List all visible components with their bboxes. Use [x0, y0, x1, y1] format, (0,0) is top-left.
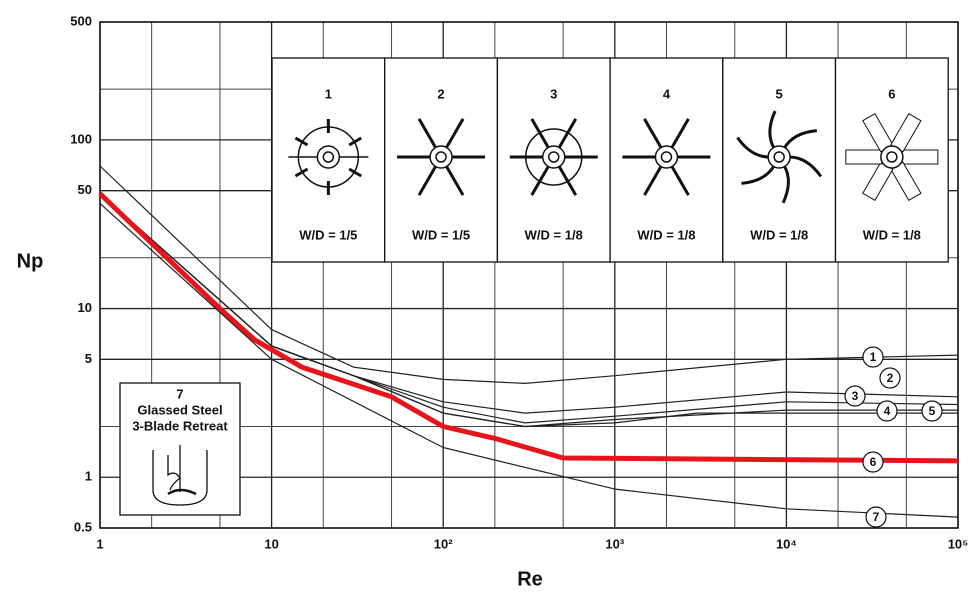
impeller-blade — [781, 164, 790, 204]
impeller-panel: 3 W/D = 1/8 — [496, 57, 611, 263]
impeller-panel: 2 W/D = 1/5 — [384, 57, 499, 263]
legend-label: 6 — [870, 455, 877, 469]
series-line — [99, 165, 959, 384]
impeller-blade — [741, 164, 776, 185]
impeller-panel: 5 W/D = 1/8 — [722, 57, 837, 263]
y-tick-label: 500 — [70, 13, 92, 28]
impeller-number: 5 — [776, 86, 783, 101]
impeller-blade — [348, 136, 363, 147]
impeller-blade — [294, 167, 309, 178]
impeller-ratio: W/D = 1/8 — [637, 227, 695, 242]
x-axis-label: Re — [517, 568, 543, 590]
impeller-blade — [736, 136, 770, 159]
legend-label: 3 — [852, 389, 859, 403]
vessel-outline — [152, 450, 208, 506]
impeller-blade — [768, 110, 777, 150]
x-tick-label: 10³ — [605, 536, 624, 551]
impeller-hub-inner — [435, 151, 447, 163]
series-line — [98, 191, 959, 464]
impeller-blade — [348, 167, 363, 178]
impeller-blade — [789, 155, 823, 178]
y-tick-label: 50 — [78, 182, 92, 197]
impeller-hub-inner — [773, 151, 785, 163]
impeller-ratio: W/D = 1/8 — [525, 227, 583, 242]
impeller-ratio: W/D = 1/8 — [863, 227, 921, 242]
legend-marker — [844, 385, 866, 407]
impeller-number: 6 — [888, 86, 895, 101]
series-line — [99, 193, 958, 428]
y-axis-label: Np — [17, 250, 44, 272]
y-tick-label: 1 — [85, 469, 92, 484]
legend-marker — [862, 451, 884, 473]
legend-label: 4 — [884, 404, 891, 418]
x-tick-label: 10² — [434, 536, 453, 551]
impeller-blade — [901, 149, 939, 165]
y-tick-label: 100 — [70, 131, 92, 146]
impeller-blade — [294, 136, 309, 147]
vessel-text: Glassed Steel — [137, 402, 222, 417]
x-tick-label: 10⁴ — [776, 536, 797, 551]
legend-marker — [876, 400, 898, 422]
impeller-ratio: W/D = 1/8 — [750, 227, 808, 242]
impeller-ratio: W/D = 1/5 — [299, 227, 357, 242]
legend-label: 1 — [870, 350, 877, 364]
impeller-blade — [845, 149, 883, 165]
x-tick-label: 10 — [264, 536, 278, 551]
legend-label: 5 — [929, 404, 936, 418]
legend-marker — [862, 346, 884, 368]
impeller-number: 4 — [663, 86, 671, 101]
impeller-panel: 6 W/D = 1/8 — [834, 57, 949, 263]
y-tick-label: 5 — [85, 351, 92, 366]
legend-label: 7 — [873, 510, 880, 524]
impeller-number: 3 — [550, 86, 557, 101]
impeller-panel: 4 W/D = 1/8 — [609, 57, 724, 263]
impeller-hub-inner — [322, 151, 335, 163]
vessel-number: 7 — [176, 386, 183, 401]
vessel-baffle — [167, 455, 181, 491]
legend-marker — [879, 367, 901, 389]
x-tick-label: 10⁵ — [948, 536, 969, 551]
legend-marker — [921, 400, 943, 422]
impeller-hub-inner — [886, 151, 898, 163]
impeller-number: 2 — [437, 86, 444, 101]
series-line — [99, 202, 959, 518]
x-tick-label: 1 — [96, 536, 103, 551]
impeller-ratio: W/D = 1/5 — [412, 227, 470, 242]
y-tick-label: 0.5 — [74, 519, 92, 534]
vessel-blade — [167, 488, 197, 496]
plot-frame — [99, 21, 959, 529]
vessel-text: 3-Blade Retreat — [132, 418, 228, 433]
impeller-hub-inner — [548, 151, 560, 163]
impeller-panel: 1 W/D = 1/5 — [271, 57, 386, 263]
impeller-number: 1 — [325, 86, 332, 101]
legend-label: 2 — [887, 371, 894, 385]
legend-marker — [865, 506, 887, 528]
y-tick-label: 10 — [78, 300, 92, 315]
impeller-blade — [782, 129, 817, 150]
impeller-hub-inner — [660, 151, 673, 163]
